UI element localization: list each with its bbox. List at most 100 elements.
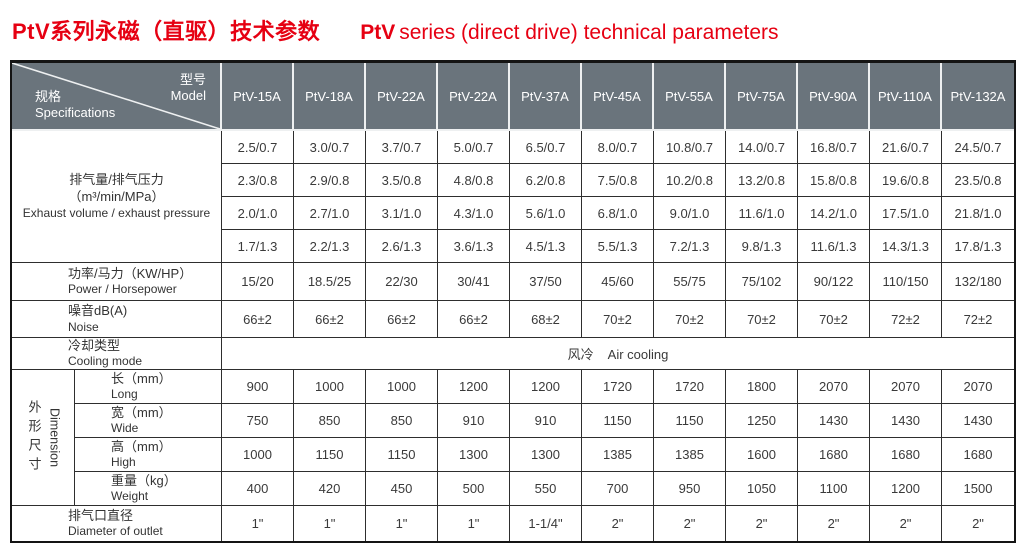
outlet-value-cell: 2" — [870, 506, 942, 542]
noise-label-en: Noise — [68, 319, 99, 334]
model-header-cell: PtV-45A — [582, 63, 654, 131]
exhaust-value-cell: 2.5/0.7 — [222, 131, 294, 164]
outlet-value-cell: 1" — [366, 506, 438, 542]
exhaust-value-cell: 4.5/1.3 — [510, 230, 582, 263]
exhaust-value-cell: 3.6/1.3 — [438, 230, 510, 263]
noise-value-cell: 70±2 — [582, 301, 654, 338]
exhaust-row-1: 排气量/排气压力 （m³/min/MPa） Exhaust volume / e… — [12, 131, 1014, 263]
dimension-value-cell: 1000 — [294, 370, 366, 405]
power-label-zh: 功率/马力（KW/HP） — [68, 265, 193, 281]
exhaust-value-cell: 5.0/0.7 — [438, 131, 510, 164]
dimension-value-cell: 1680 — [798, 438, 870, 473]
dimension-value-cell: 1100 — [798, 472, 870, 507]
cooling-value-cell: 风冷 Air cooling — [222, 338, 1014, 371]
exhaust-value-cell: 23.5/0.8 — [942, 164, 1014, 197]
cooling-label-en: Cooling mode — [68, 354, 143, 369]
model-header-cell: PtV-22A — [438, 63, 510, 131]
exhaust-value-cell: 8.0/0.7 — [582, 131, 654, 164]
noise-value-cell: 66±2 — [222, 301, 294, 338]
noise-label-zh: 噪音dB(A) — [68, 303, 128, 319]
exhaust-value-cell: 13.2/0.8 — [726, 164, 798, 197]
dimension-value-cell: 1680 — [942, 438, 1014, 473]
exhaust-value-cell: 14.2/1.0 — [798, 197, 870, 230]
dimension-value-cell: 910 — [510, 404, 582, 439]
outlet-value-cell: 2" — [798, 506, 870, 542]
dimension-value-cell: 2070 — [870, 370, 942, 405]
dimension-value-cell: 1720 — [582, 370, 654, 405]
dimension-value-cell: 1150 — [582, 404, 654, 439]
dimension-value-cell: 500 — [438, 472, 510, 507]
exhaust-value-cell: 19.6/0.8 — [870, 164, 942, 197]
outlet-label-en: Diameter of outlet — [68, 524, 163, 539]
dimension-value-cell: 1150 — [366, 438, 438, 473]
noise-value-cell: 70±2 — [726, 301, 798, 338]
corner-spec-label: 规格 Specifications — [35, 89, 115, 122]
dimension-long-zh: 长（mm） — [111, 371, 172, 387]
corner-model-en: Model — [170, 88, 206, 104]
dimension-wide-label: 宽（mm） Wide — [75, 404, 222, 439]
dimension-value-cell: 1150 — [294, 438, 366, 473]
outlet-value-cell: 1" — [294, 506, 366, 542]
dimension-group-label: 外形尺寸 Dimension — [12, 370, 75, 507]
model-header-cell: PtV-37A — [510, 63, 582, 131]
power-value-cell: 22/30 — [366, 263, 438, 301]
dimension-wide-en: Wide — [111, 421, 139, 436]
outlet-row: 排气口直径 Diameter of outlet 1" 1" 1" 1" 1-1/4" 2… — [12, 506, 1014, 542]
model-header-cell: PtV-110A — [870, 63, 942, 131]
dimension-value-cell: 400 — [222, 472, 294, 507]
dimension-value-cell: 1150 — [654, 404, 726, 439]
cooling-label: 冷却类型 Cooling mode — [12, 338, 222, 371]
dimension-value-cell: 1200 — [438, 370, 510, 405]
title-chinese: PtV系列永磁（直驱）技术参数 — [12, 19, 321, 44]
exhaust-value-cell: 7.5/0.8 — [582, 164, 654, 197]
exhaust-value-cell: 11.6/1.3 — [798, 230, 870, 263]
noise-value-cell: 70±2 — [654, 301, 726, 338]
exhaust-value-cell: 2.6/1.3 — [366, 230, 438, 263]
cooling-value-zh: 风冷 — [567, 347, 594, 363]
parameters-table: 型号 Model 规格 Specifications PtV-15A PtV-18… — [10, 60, 1016, 544]
exhaust-value-cell: 2.2/1.3 — [294, 230, 366, 263]
power-value-cell: 15/20 — [222, 263, 294, 301]
dimension-group-zh: 外形尺寸 — [26, 399, 42, 476]
exhaust-label-en: Exhaust volume / exhaust pressure — [22, 205, 211, 220]
dimension-value-cell: 1430 — [870, 404, 942, 439]
exhaust-value-cell: 6.8/1.0 — [582, 197, 654, 230]
dimension-value-cell: 2070 — [942, 370, 1014, 405]
dimension-value-cell: 450 — [366, 472, 438, 507]
dimension-high-label: 高（mm） High — [75, 438, 222, 473]
exhaust-label-zh: 排气量/排气压力 — [69, 171, 164, 187]
exhaust-value-cell: 6.5/0.7 — [510, 131, 582, 164]
exhaust-value-cell: 10.2/0.8 — [654, 164, 726, 197]
exhaust-value-cell: 2.7/1.0 — [294, 197, 366, 230]
dimension-value-cell: 750 — [222, 404, 294, 439]
exhaust-value-cell: 17.5/1.0 — [870, 197, 942, 230]
dimension-value-cell: 910 — [438, 404, 510, 439]
model-header-cell: PtV-18A — [294, 63, 366, 131]
noise-value-cell: 70±2 — [798, 301, 870, 338]
noise-value-cell: 66±2 — [438, 301, 510, 338]
noise-row: 噪音dB(A) Noise 66±2 66±2 66±2 66±2 68±2 70±2 70… — [12, 301, 1014, 338]
title-english-rest: series (direct drive) technical paramete… — [399, 21, 779, 44]
dimension-wide-zh: 宽（mm） — [111, 405, 172, 421]
dimension-high-en: High — [111, 455, 136, 470]
outlet-label-zh: 排气口直径 — [68, 508, 134, 524]
exhaust-value-cell: 15.8/0.8 — [798, 164, 870, 197]
power-value-cell: 30/41 — [438, 263, 510, 301]
dimension-value-cell: 420 — [294, 472, 366, 507]
outlet-value-cell: 2" — [582, 506, 654, 542]
outlet-value-cell: 2" — [726, 506, 798, 542]
exhaust-value-cell: 2.3/0.8 — [222, 164, 294, 197]
dimension-value-cell: 1385 — [582, 438, 654, 473]
exhaust-value-cell: 2.0/1.0 — [222, 197, 294, 230]
dimension-row-high: 高（mm） High 1000 1150 1150 1300 1300 1385 1385 1… — [12, 438, 1014, 473]
exhaust-row-3: 2.0/1.0 2.7/1.0 3.1/1.0 4.3/1.0 5.6/1.0 6.8/1… — [12, 197, 1014, 230]
exhaust-value-cell: 9.0/1.0 — [654, 197, 726, 230]
outlet-value-cell: 1-1/4" — [510, 506, 582, 542]
exhaust-value-cell: 21.8/1.0 — [942, 197, 1014, 230]
cooling-value-en: Air cooling — [607, 347, 669, 363]
exhaust-value-cell: 10.8/0.7 — [654, 131, 726, 164]
corner-spec-zh: 规格 — [35, 88, 62, 104]
dimension-row-weight: 重量（kg） Weight 400 420 450 500 550 700 950 1050 1… — [12, 472, 1014, 507]
exhaust-value-cell: 3.1/1.0 — [366, 197, 438, 230]
